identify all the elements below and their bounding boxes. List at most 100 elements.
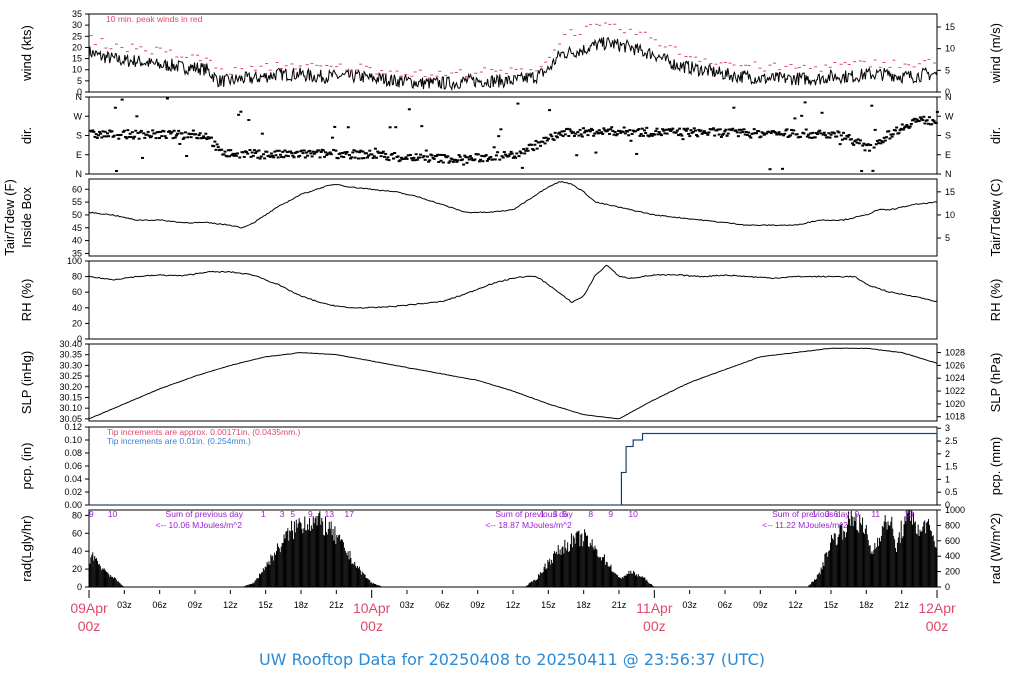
dir-point (526, 149, 530, 152)
ytick-label-right: N (945, 169, 952, 179)
solar-hour-mark: 5 (290, 509, 295, 519)
dir-point (327, 152, 331, 155)
dir-point (300, 149, 304, 152)
dir-point (921, 119, 925, 122)
dir-point (692, 127, 696, 130)
dir-point (381, 150, 385, 153)
ytick-label: 45 (72, 223, 82, 233)
dir-point (451, 160, 455, 163)
dir-point (777, 131, 781, 134)
dir-point (813, 136, 817, 139)
dir-point (688, 135, 692, 138)
ytick-label: 30 (72, 20, 82, 30)
dir-point (657, 131, 661, 134)
dir-point (664, 128, 668, 131)
dir-point (844, 137, 848, 140)
dir-point (689, 129, 693, 132)
dir-point (891, 133, 895, 136)
dir-point (610, 126, 614, 129)
xtick-label: 12z (506, 600, 521, 610)
dir-point (233, 152, 237, 155)
dir-point (168, 130, 172, 133)
dir-point (292, 156, 296, 159)
dir-point (879, 142, 883, 145)
ytick-label: E (76, 150, 82, 160)
dir-point (529, 143, 533, 146)
dir-point (310, 155, 314, 158)
xtick-label: 03z (117, 600, 132, 610)
date-label: 11Apr (636, 600, 673, 616)
ytick-label-right: 600 (945, 536, 960, 546)
solar-hour-mark: 3 (553, 509, 558, 519)
ytick-label: S (76, 131, 82, 141)
dir-point (338, 152, 342, 155)
dir-point (467, 158, 471, 161)
ylabel-line2: Inside Box (19, 187, 34, 248)
xtick-label: 15z (541, 600, 556, 610)
ytick-label-right: 0 (945, 582, 950, 592)
dir-point (630, 132, 634, 135)
dir-point (427, 160, 431, 163)
ytick-label: W (74, 111, 83, 121)
dir-point (361, 150, 365, 153)
solar-hour-mark: 1 (261, 509, 266, 519)
solar-hour-mark: 13 (904, 509, 914, 519)
dir-point (493, 158, 497, 161)
dir-point (318, 156, 322, 159)
ytick-label: 0 (77, 87, 82, 97)
solar-hour-mark: 8 (588, 509, 593, 519)
dir-point (250, 151, 254, 154)
dir-point (856, 138, 860, 141)
dir-point (546, 137, 550, 140)
dir-point (241, 151, 245, 154)
dir-point (567, 134, 571, 137)
dir-point (601, 132, 605, 135)
dir-point (723, 130, 727, 133)
pcp-line (89, 427, 938, 506)
dir-point (196, 137, 200, 140)
ytick-label-right: 10 (945, 210, 955, 220)
xtick-label: 09z (470, 600, 485, 610)
dir-point (576, 131, 580, 134)
dir-point (230, 154, 234, 157)
dir-point (532, 149, 536, 152)
dir-point (126, 129, 130, 132)
dir-point (110, 130, 114, 133)
dir-point (450, 158, 454, 161)
ytick-label: 40 (72, 303, 82, 313)
ytick-label-right: 10 (945, 44, 955, 54)
dir-point (479, 158, 483, 161)
solar-hour-mark: 10 (108, 509, 118, 519)
dir-point (854, 139, 858, 142)
dir-point (336, 157, 340, 160)
ytick-label: 5 (77, 76, 82, 86)
xtick-label: 09z (753, 600, 768, 610)
dir-point (568, 128, 572, 131)
dir-point (440, 153, 444, 156)
dir-point (827, 132, 831, 135)
dir-point (569, 130, 573, 133)
dir-point (681, 138, 685, 141)
ytick-label: 25 (72, 31, 82, 41)
dir-point (622, 126, 626, 129)
dir-point (306, 154, 310, 157)
dir-point (788, 134, 792, 137)
ytick-label: N (76, 169, 83, 179)
wind-speed-line (88, 37, 938, 92)
dir-point (473, 158, 477, 161)
dir-point (204, 132, 208, 135)
dir-point (533, 143, 537, 146)
dir-point (351, 151, 355, 154)
dir-point (142, 132, 146, 135)
dir-point (550, 135, 554, 138)
dir-point (312, 152, 316, 155)
dir-point (360, 157, 364, 160)
dir-point (810, 136, 814, 139)
dir-point (823, 134, 827, 137)
dir-point (687, 132, 691, 135)
dir-point (627, 134, 631, 137)
dir-point (762, 133, 766, 136)
dir-point (589, 127, 593, 130)
dir-point (562, 130, 566, 133)
dir-point (795, 133, 799, 136)
